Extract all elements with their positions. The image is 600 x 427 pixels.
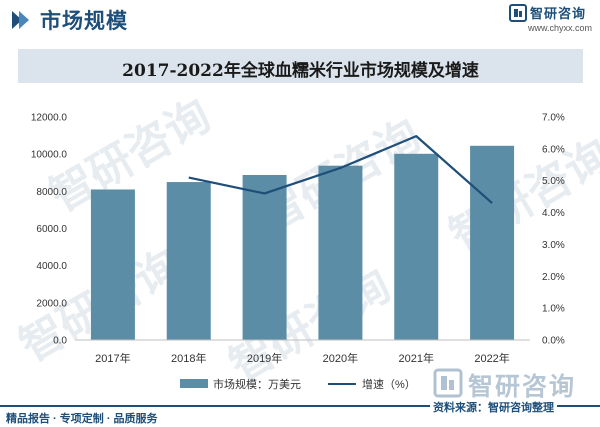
bar [90,189,135,340]
brand-watermark-text: 智研咨询 [468,373,577,401]
y-right-tick-label: 5.0% [542,176,565,187]
legend-line-swatch [328,383,356,385]
y-left-tick-label: 2000.0 [36,298,67,309]
y-left-tick-label: 6000.0 [36,224,67,235]
y-left-tick-label: 12000.0 [31,113,68,124]
x-tick-label: 2020年 [323,351,358,365]
brand-logo-icon [433,368,463,398]
x-tick-label: 2022年 [474,351,509,365]
bar [318,165,363,340]
footer-divider [0,405,600,407]
y-left-tick-label: 4000.0 [36,261,67,272]
y-right-tick-label: 7.0% [542,113,565,124]
x-tick-label: 2021年 [399,351,434,365]
bar [242,174,287,340]
y-right-tick-label: 3.0% [542,240,565,251]
x-tick-label: 2017年 [95,351,130,365]
y-left-tick-label: 8000.0 [36,187,67,198]
brand-logo-icon [509,4,527,22]
chart-title: 2017-2022年全球血糯米行业市场规模及增速 [122,61,479,81]
legend-line-label: 增速（%） [362,379,416,391]
legend-bar-label: 市场规模：万美元 [213,379,301,391]
legend-bar-swatch [180,379,208,388]
y-left-tick-label: 0.0 [53,336,67,347]
y-left-tick-label: 10000.0 [31,150,68,161]
chevron-right-icon [12,11,29,29]
growth-line [188,135,493,204]
footer-slogan: 精品报告 · 专项定制 · 品质服务 [6,413,158,425]
data-source: 资料来源：智研咨询整理 [430,399,557,415]
chart-title-banner: 2017-2022年全球血糯米行业市场规模及增速 [18,49,583,83]
bar [470,145,515,340]
bar [166,182,211,340]
x-tick-label: 2018年 [171,351,206,365]
y-right-tick-label: 0.0% [542,336,565,347]
y-right-tick-label: 4.0% [542,208,565,219]
page-title: 市场规模 [40,10,128,33]
chart: 0.0 2000.0 4000.0 6000.0 8000.0 10000.0 12000.… [31,113,565,366]
y-right-tick-label: 1.0% [542,304,565,315]
y-right-tick-label: 6.0% [542,144,565,155]
brand-name: 智研咨询 [530,6,587,21]
brand-url: www.chyxx.com [528,23,593,33]
bar [394,153,439,340]
x-tick-label: 2019年 [247,351,282,365]
y-right-tick-label: 2.0% [542,272,565,283]
header: 市场规模 智研咨询 www.chyxx.com [0,0,600,40]
